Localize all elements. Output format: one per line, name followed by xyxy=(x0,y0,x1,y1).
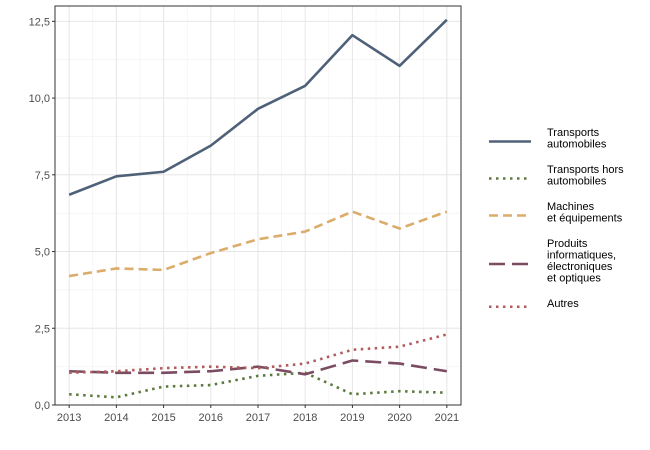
series-line-5 xyxy=(69,333,448,375)
y-tick-label: 5,0 xyxy=(35,247,50,259)
legend-label-3: Machines et équipements xyxy=(547,201,623,225)
y-tick-label: 7,5 xyxy=(35,170,50,182)
y-tick-label: 0,0 xyxy=(35,400,50,412)
x-tick-label: 2020 xyxy=(387,412,411,424)
series-line-2 xyxy=(69,371,447,399)
y-tick-label: 10,0 xyxy=(29,93,50,105)
grid xyxy=(55,6,461,406)
y-tick-label: 2,5 xyxy=(35,323,50,335)
series-line-1 xyxy=(68,18,448,196)
x-tick-label: 2013 xyxy=(57,412,81,424)
x-tick-label: 2021 xyxy=(435,412,459,424)
x-tick-label: 2017 xyxy=(246,412,270,424)
legend: Transports automobiles Transports hors auto… xyxy=(489,127,624,310)
legend-label-4: Produits informatiques, électroniques et op… xyxy=(547,238,616,285)
series-line-3 xyxy=(68,210,448,278)
x-tick-label: 2014 xyxy=(104,412,128,424)
axes: 0,0 2,5 5,0 7,5 10,0 12,5 2013 2014 2015 2016 2017… xyxy=(29,5,462,424)
x-tick-label: 2015 xyxy=(151,412,175,424)
legend-label-1: Transports automobiles xyxy=(547,127,607,151)
x-tick-label: 2016 xyxy=(199,412,223,424)
legend-label-5: Autres xyxy=(547,298,579,310)
x-tick-label: 2019 xyxy=(340,412,364,424)
series-lines xyxy=(68,18,448,399)
plot-border xyxy=(54,5,462,406)
x-tick-label: 2018 xyxy=(293,412,317,424)
y-tick-label: 12,5 xyxy=(29,16,50,28)
series-line-4 xyxy=(69,359,448,376)
legend-label-2: Transports hors automobiles xyxy=(547,164,624,188)
